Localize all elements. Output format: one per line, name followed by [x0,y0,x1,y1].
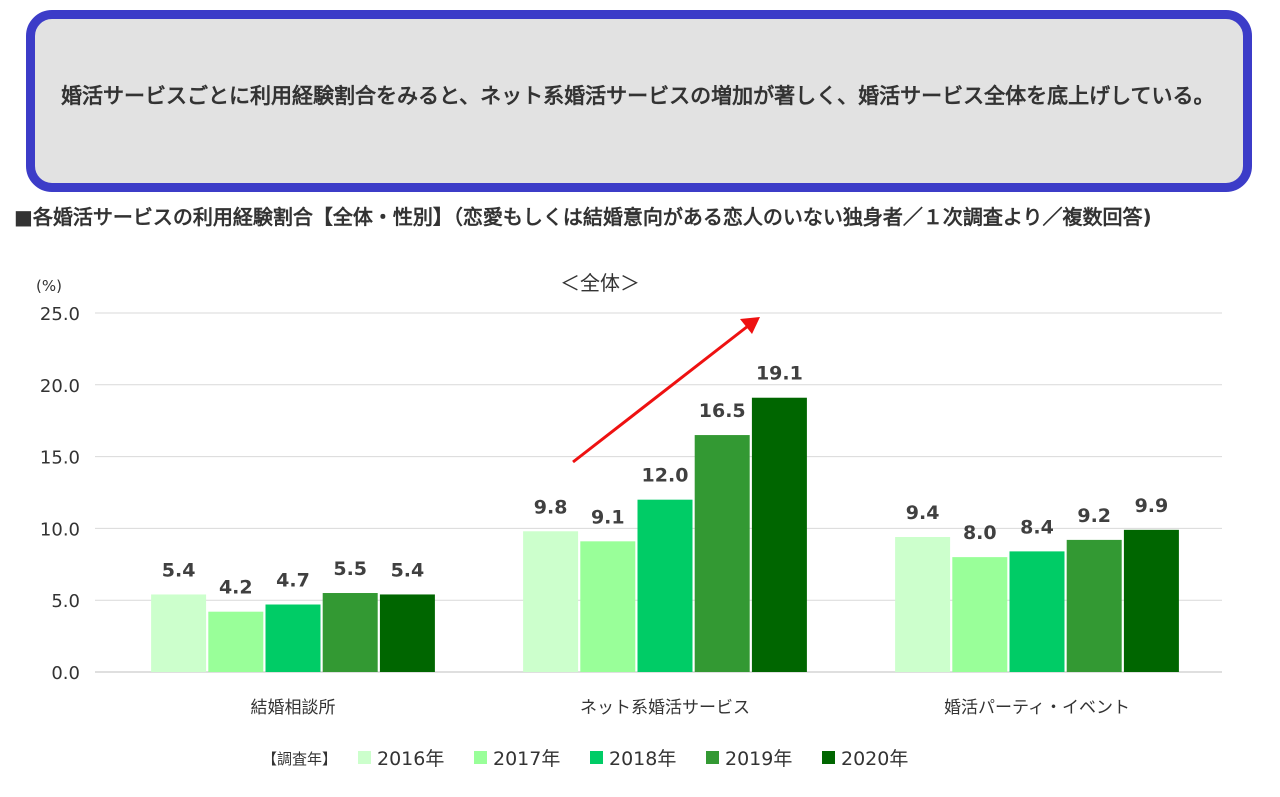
legend-swatch [590,751,603,764]
summary-text: 婚活サービスごとに利用経験割合をみると、ネット系婚活サービスの増加が著しく、婚活… [61,84,1215,108]
bar [637,499,693,672]
y-tick-label: 25.0 [40,304,80,325]
legend-swatch [474,751,487,764]
bar [580,541,636,672]
x-tick-label: 婚活パーティ・イベント [944,698,1130,718]
bar-value-label: 9.1 [591,506,625,528]
y-tick-label: 0.0 [51,663,80,684]
bar [265,604,321,672]
bar [1066,539,1122,672]
bar-value-label: 16.5 [699,400,746,422]
legend-swatch [358,751,371,764]
bar-value-label: 8.4 [1020,516,1054,538]
bar-value-label: 12.0 [642,465,689,487]
bar [694,435,750,672]
y-tick-label: 20.0 [40,376,80,397]
bar [151,594,207,672]
x-tick-label: 結婚相談所 [251,698,336,718]
y-tick-label: 15.0 [40,448,80,469]
x-tick-label: ネット系婚活サービス [580,698,750,718]
chart-title: ＜全体＞ [560,271,640,295]
y-axis-label: (%) [36,277,62,295]
bar [379,594,435,672]
bar-value-label: 9.8 [534,496,568,518]
legend-swatch [706,751,719,764]
bar-value-label: 4.7 [276,570,310,592]
legend-label: 2016年 [377,748,444,770]
bar-value-label: 5.4 [391,559,425,581]
legend-label: 2017年 [493,748,560,770]
bar-value-label: 5.5 [333,558,367,580]
bar-value-label: 9.2 [1077,505,1111,527]
legend-title: 【調査年】 [262,750,337,768]
y-tick-label: 10.0 [40,519,80,540]
bar [895,537,951,672]
bar [751,397,807,672]
legend-label: 2019年 [725,748,792,770]
bar-value-label: 19.1 [756,363,803,385]
bar-value-label: 9.4 [906,502,940,524]
bar-value-label: 8.0 [963,522,997,544]
bar [1123,529,1179,672]
y-tick-label: 5.0 [51,591,80,612]
summary-callout: 婚活サービスごとに利用経験割合をみると、ネット系婚活サービスの増加が著しく、婚活… [26,10,1252,192]
bar [208,611,264,672]
legend-label: 2020年 [841,748,908,770]
bar [952,557,1008,672]
bar [1009,551,1065,672]
section-title: ■各婚活サービスの利用経験割合【全体・性別】（恋愛もしくは結婚意向がある恋人のい… [14,205,1152,229]
legend-label: 2018年 [609,748,676,770]
bar-value-label: 5.4 [162,559,196,581]
legend-swatch [822,751,835,764]
trend-arrow-line [572,324,749,464]
bar [322,593,378,672]
bar-value-label: 4.2 [219,577,253,599]
bar-value-label: 9.9 [1135,495,1169,517]
bar [523,531,579,672]
trend-arrow-head [740,317,760,334]
